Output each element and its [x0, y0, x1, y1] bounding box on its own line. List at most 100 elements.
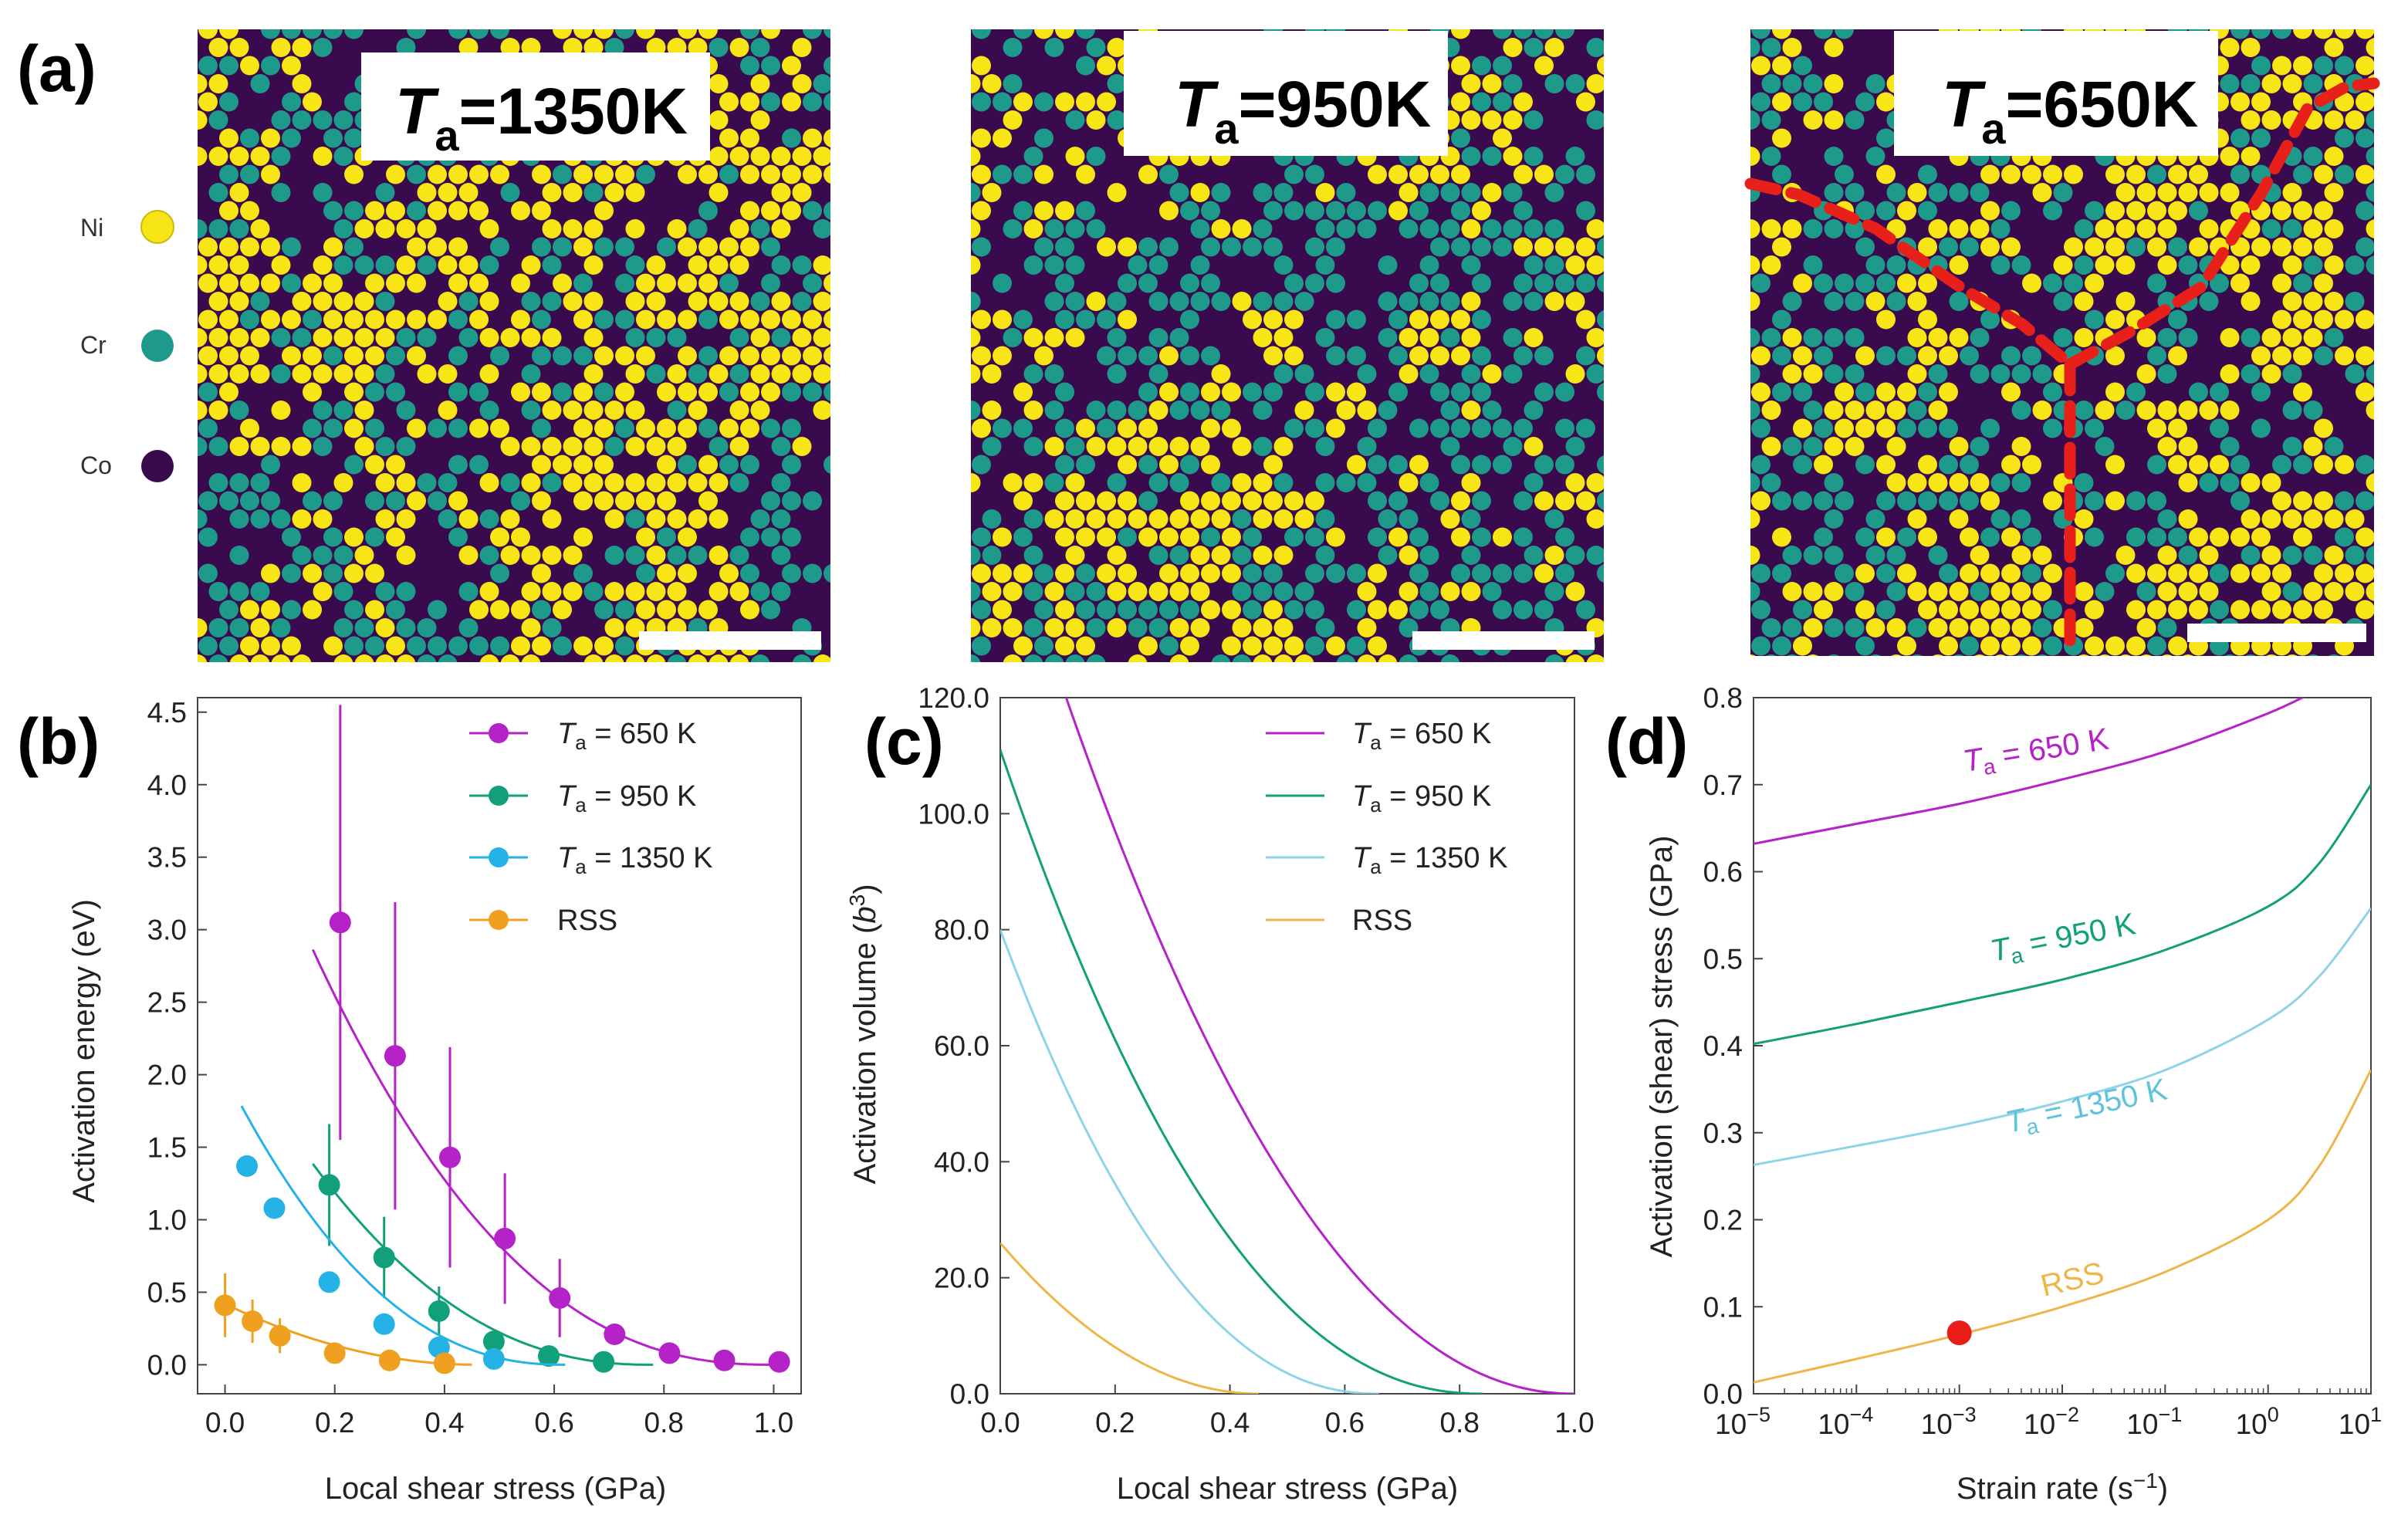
atom [740, 600, 759, 620]
atom [1023, 509, 1043, 529]
atom [1003, 255, 1023, 275]
atom [2261, 328, 2281, 347]
atom [1107, 219, 1127, 238]
atom [365, 164, 384, 184]
atom [1761, 74, 1781, 93]
atom [2085, 164, 2104, 184]
atom [1876, 164, 1896, 184]
atom [2074, 364, 2094, 384]
atom [604, 183, 624, 202]
atom [333, 110, 353, 130]
atom [1751, 128, 1770, 148]
atom [282, 636, 301, 656]
atom [1845, 473, 1865, 492]
atom [469, 600, 489, 620]
atom [2345, 364, 2365, 384]
atom [625, 328, 645, 347]
atom [615, 273, 634, 293]
atom [1555, 309, 1574, 330]
atom [1315, 618, 1335, 637]
atom [438, 38, 458, 57]
atom [1169, 219, 1189, 238]
atom [1534, 273, 1554, 293]
atom [1824, 473, 1844, 492]
atom [1928, 219, 1948, 238]
atom [1513, 527, 1533, 547]
atom [1107, 147, 1127, 166]
atom [1190, 219, 1210, 238]
atom [2085, 491, 2104, 511]
atom [1803, 509, 1823, 529]
atom [1263, 418, 1283, 438]
atom [490, 164, 509, 184]
atom [1118, 164, 1137, 184]
atom [2220, 147, 2240, 166]
atom [532, 273, 551, 293]
atom [2001, 164, 2021, 184]
atom [1865, 509, 1885, 529]
atom [1211, 401, 1231, 420]
label-box-950k [1124, 31, 1448, 156]
atom [729, 401, 749, 420]
atom [1524, 401, 1544, 420]
atom [1472, 164, 1491, 184]
atom [1586, 509, 1604, 529]
atom [1576, 92, 1595, 112]
atom [1388, 164, 1408, 184]
atom [1849, 654, 1860, 656]
atom [1782, 147, 1802, 166]
atom [313, 183, 333, 202]
atom [803, 346, 822, 366]
atom [1897, 309, 1916, 330]
atom [1440, 183, 1460, 202]
atom [292, 546, 312, 565]
atom [303, 382, 322, 402]
atom [1159, 273, 1179, 293]
atom [354, 509, 374, 529]
atom [1960, 346, 1979, 366]
atom [1107, 582, 1127, 601]
atom [323, 418, 343, 438]
atom [2064, 273, 2083, 293]
atom [1169, 255, 1189, 275]
atom [740, 237, 759, 257]
atom [1482, 255, 1502, 275]
atom [761, 563, 780, 583]
atom [2105, 201, 2125, 221]
atom [1876, 273, 1896, 293]
atom [813, 74, 830, 93]
atom [229, 401, 249, 420]
atom [1803, 292, 1823, 311]
atom [1513, 92, 1533, 112]
atom [2189, 382, 2208, 402]
atom [615, 527, 634, 547]
atom [1273, 618, 1294, 637]
atom [1897, 346, 1916, 366]
atom [1597, 455, 1604, 474]
atom [1918, 309, 1937, 330]
atom [1013, 201, 1033, 221]
atom [1597, 600, 1604, 619]
atom [1128, 401, 1148, 420]
atom [971, 618, 981, 637]
atom [1065, 255, 1085, 275]
atom [625, 219, 645, 238]
atom [1107, 74, 1127, 93]
atom [428, 237, 447, 257]
atom [1493, 527, 1512, 547]
atom [219, 346, 238, 366]
atom [2115, 255, 2136, 275]
atom [1586, 147, 1604, 166]
atom [2272, 455, 2291, 475]
atom [303, 309, 322, 330]
atom [1023, 219, 1043, 238]
atom [490, 600, 509, 620]
atom [1835, 527, 1854, 547]
atom [490, 636, 509, 656]
atom [782, 273, 801, 293]
atom [396, 509, 416, 529]
atom [1201, 636, 1220, 656]
atom [229, 509, 249, 529]
atom [2199, 219, 2219, 238]
atom [2293, 600, 2312, 620]
